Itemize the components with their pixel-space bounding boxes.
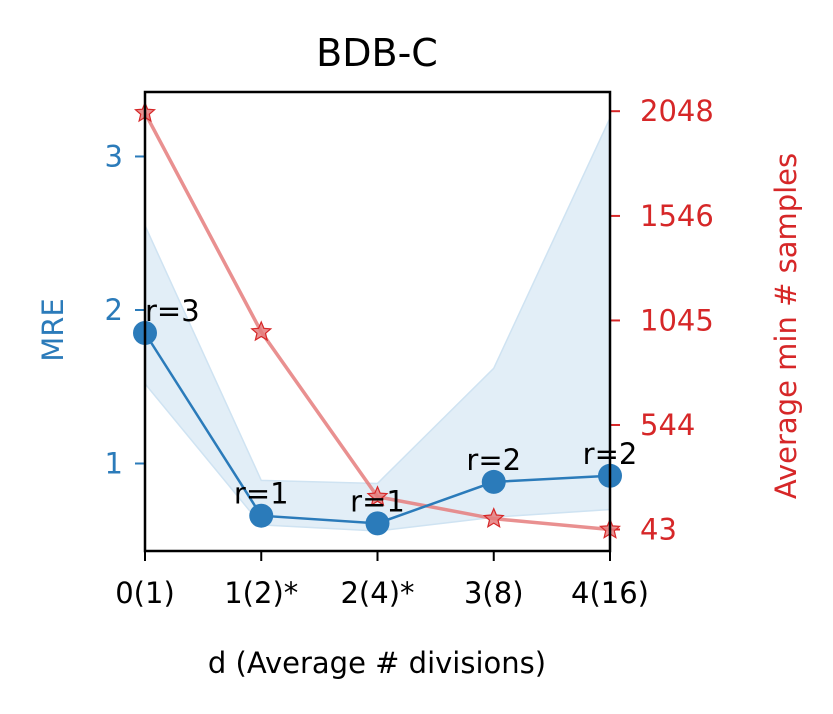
x-tick-label: 1(2)* xyxy=(224,576,298,610)
right-tick-label: 1546 xyxy=(640,199,714,233)
right-tick-label: 2048 xyxy=(640,94,714,128)
mre-confidence-band xyxy=(144,117,611,532)
left-y-axis-label: MRE xyxy=(36,298,70,362)
right-y-axis-label: Average min # samples xyxy=(769,153,803,499)
right-tick-label: 43 xyxy=(640,513,677,547)
plot-frame xyxy=(143,90,612,553)
x-tick-label: 3(8) xyxy=(464,576,524,610)
x-tick-label: 4(16) xyxy=(571,576,649,610)
x-tick-label: 0(1) xyxy=(115,576,175,610)
left-tick-label: 3 xyxy=(105,139,123,173)
samples-point xyxy=(366,485,389,507)
chart-title: BDB-C xyxy=(316,31,438,75)
mre-point xyxy=(365,511,390,536)
annotation-layer: r=3r=1 r=1r=2 r=2 xyxy=(145,294,637,518)
x-axis-label: d (Average # divisions) xyxy=(208,646,546,680)
mre-band-layer xyxy=(144,117,611,532)
point-annotation: r=2 xyxy=(466,443,521,477)
axes-layer: 0(1) 1(2)* 2(4)* 3(8) 4(16) 1 2 3 43 544 1045 1546 2… xyxy=(105,94,714,610)
point-annotation: r=1 xyxy=(234,477,289,511)
x-tick-label: 2(4)* xyxy=(340,576,414,610)
left-tick-label: 2 xyxy=(105,293,123,327)
left-tick-label: 1 xyxy=(105,446,123,480)
samples-point xyxy=(250,320,273,342)
point-annotation: r=1 xyxy=(350,484,405,518)
samples-point xyxy=(482,507,505,529)
right-tick-label: 1045 xyxy=(640,303,714,337)
mre-point xyxy=(481,469,506,494)
right-tick-label: 544 xyxy=(640,408,695,442)
point-annotation: r=3 xyxy=(145,294,200,328)
mre-point xyxy=(249,503,274,528)
